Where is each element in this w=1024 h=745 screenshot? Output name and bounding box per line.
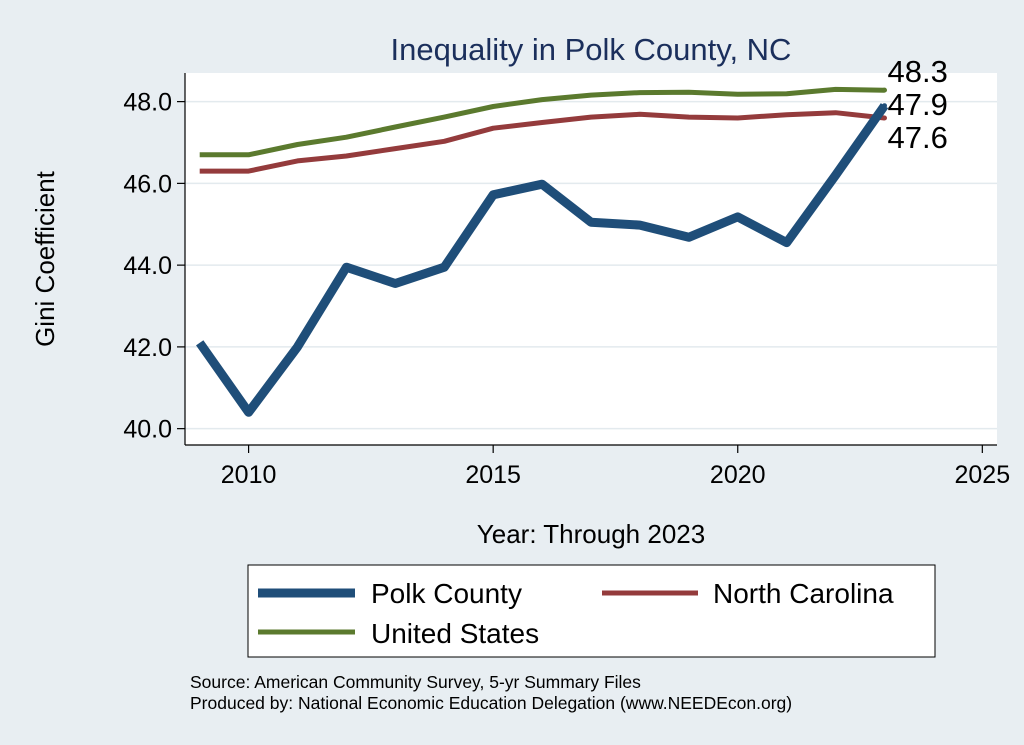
x-tick-label-2020: 2020 [710,461,766,489]
plot-area [185,73,997,445]
y-tick-label-40: 40.0 [123,416,172,444]
legend: Polk County North Carolina United States [247,564,936,658]
y-tick-label-48: 48.0 [123,89,172,117]
producer-note: Produced by: National Economic Education… [190,693,792,713]
end-label-north-carolina: 47.6 [887,120,947,155]
chart-title: Inequality in Polk County, NC [391,32,792,67]
series-endpoint-polk-county [881,103,887,109]
legend-entry-north-carolina: North Carolina [602,578,894,609]
series-line-united-states [199,86,885,158]
axes: 40.0 42.0 44.0 46.0 48.0 2010 2015 2020 2025 [123,73,1010,489]
y-tick-label-44: 44.0 [123,252,172,280]
series-line-polk-county [196,103,889,417]
x-tick-label-2015: 2015 [465,461,521,489]
x-tick-label-2025: 2025 [955,461,1011,489]
series-endpoint-north-carolina [881,115,887,121]
grid-lines [185,100,997,430]
legend-label-north-carolina: North Carolina [713,578,894,609]
end-label-polk-county: 47.9 [887,87,947,122]
source-note: Source: American Community Survey, 5-yr … [190,672,641,692]
end-label-united-states: 48.3 [887,54,947,89]
legend-entry-polk-county: Polk County [258,578,522,609]
y-tick-label-46: 46.0 [123,170,172,198]
legend-box [247,564,936,658]
y-tick-label-42: 42.0 [123,334,172,362]
legend-label-polk-county: Polk County [371,578,522,609]
series-endpoint-united-states [881,87,887,93]
x-axis-label: Year: Through 2023 [477,519,705,549]
legend-label-united-states: United States [371,618,539,649]
series-lines [196,86,889,417]
end-labels: 47.947.6 48.3 [887,54,947,155]
y-axis-label: Gini Coefficient [30,170,60,347]
series-line-north-carolina [199,110,885,174]
x-tick-label-2010: 2010 [221,461,277,489]
legend-entry-united-states: United States [258,618,539,649]
